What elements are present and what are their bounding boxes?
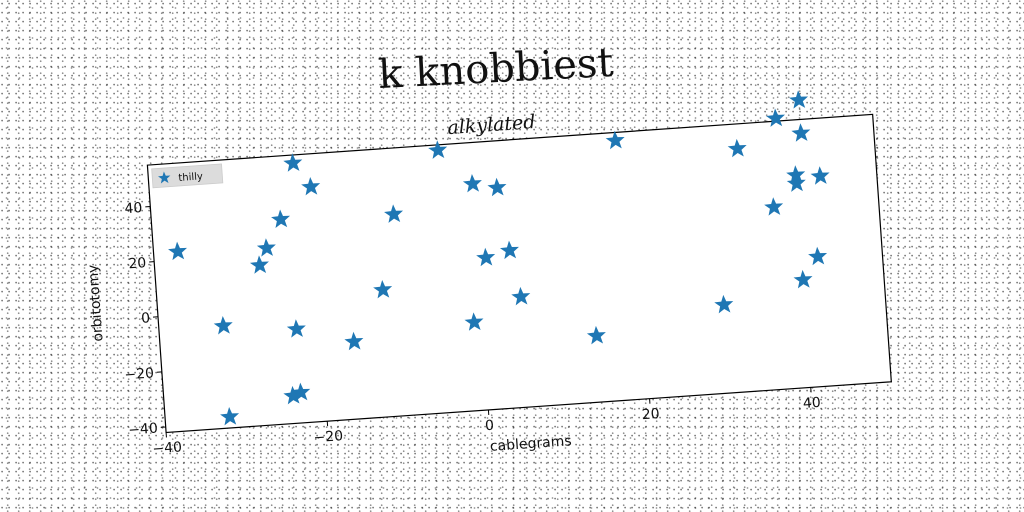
legend-marker-star [158,171,171,184]
scatter-point-star [487,177,507,197]
scatter-point-star [766,108,786,127]
legend: thilly [151,163,224,189]
scatter-point-star [344,331,364,351]
scatter-point-star [793,269,813,289]
x-tick-label: −20 [313,428,344,446]
scatter-point-star [283,385,303,405]
scatter-point-star [464,312,484,331]
scatter-point-star [271,209,291,228]
scatter-point-star [291,382,311,402]
scatter-point-star [499,240,519,260]
x-axis-label: cablegrams [489,433,572,455]
x-tick-label: 20 [641,406,660,423]
scatter-point-star [791,123,811,142]
y-axis-label: orbitotomy [85,264,106,342]
x-tick-label: 40 [802,395,821,412]
scatter-point-star [168,241,188,261]
scatter-point-star [462,173,482,193]
scatter-point-star [213,316,233,335]
scatter-point-star [808,246,828,266]
scatter-point-star [256,238,276,257]
x-tick-label: −40 [152,439,183,457]
legend-label: thilly [178,171,203,184]
scatter-point-star [727,138,747,158]
scatter-point-star [249,255,269,274]
scatter-point-star [605,130,625,150]
y-tick-label: 20 [128,255,147,272]
scatter-point-star [764,197,784,216]
chart-title: alkylated [447,111,536,139]
y-tick-label: 40 [124,200,143,217]
legend-box [151,163,224,189]
y-tick-label: −40 [128,421,159,439]
scatter-point-star [511,286,531,306]
scatter-point-star [789,90,809,109]
scatter-point-star [810,166,830,185]
scatter-point-star [220,406,240,426]
scatter-point-star [714,294,734,314]
scatter-point-star [283,153,303,172]
scatter-point-star [384,204,404,223]
y-tick-label: −20 [124,365,155,383]
scatter-point-star [786,173,806,192]
scatter-point-star [586,325,606,345]
scatter-point-star [286,319,306,338]
scatter-point-star [301,176,321,196]
plot-frame [146,113,892,434]
scatter-point-star [373,279,393,299]
y-tick-label: 0 [141,310,151,327]
scatter-point-star [428,140,448,159]
scatter-points [168,90,830,426]
scatter-point-star [476,247,496,267]
ticks: −40 −20 0 20 40 −40 −20 0 20 40 [124,200,821,457]
chart-suptitle: k knobbiest [377,40,614,98]
x-tick-label: 0 [485,418,495,435]
